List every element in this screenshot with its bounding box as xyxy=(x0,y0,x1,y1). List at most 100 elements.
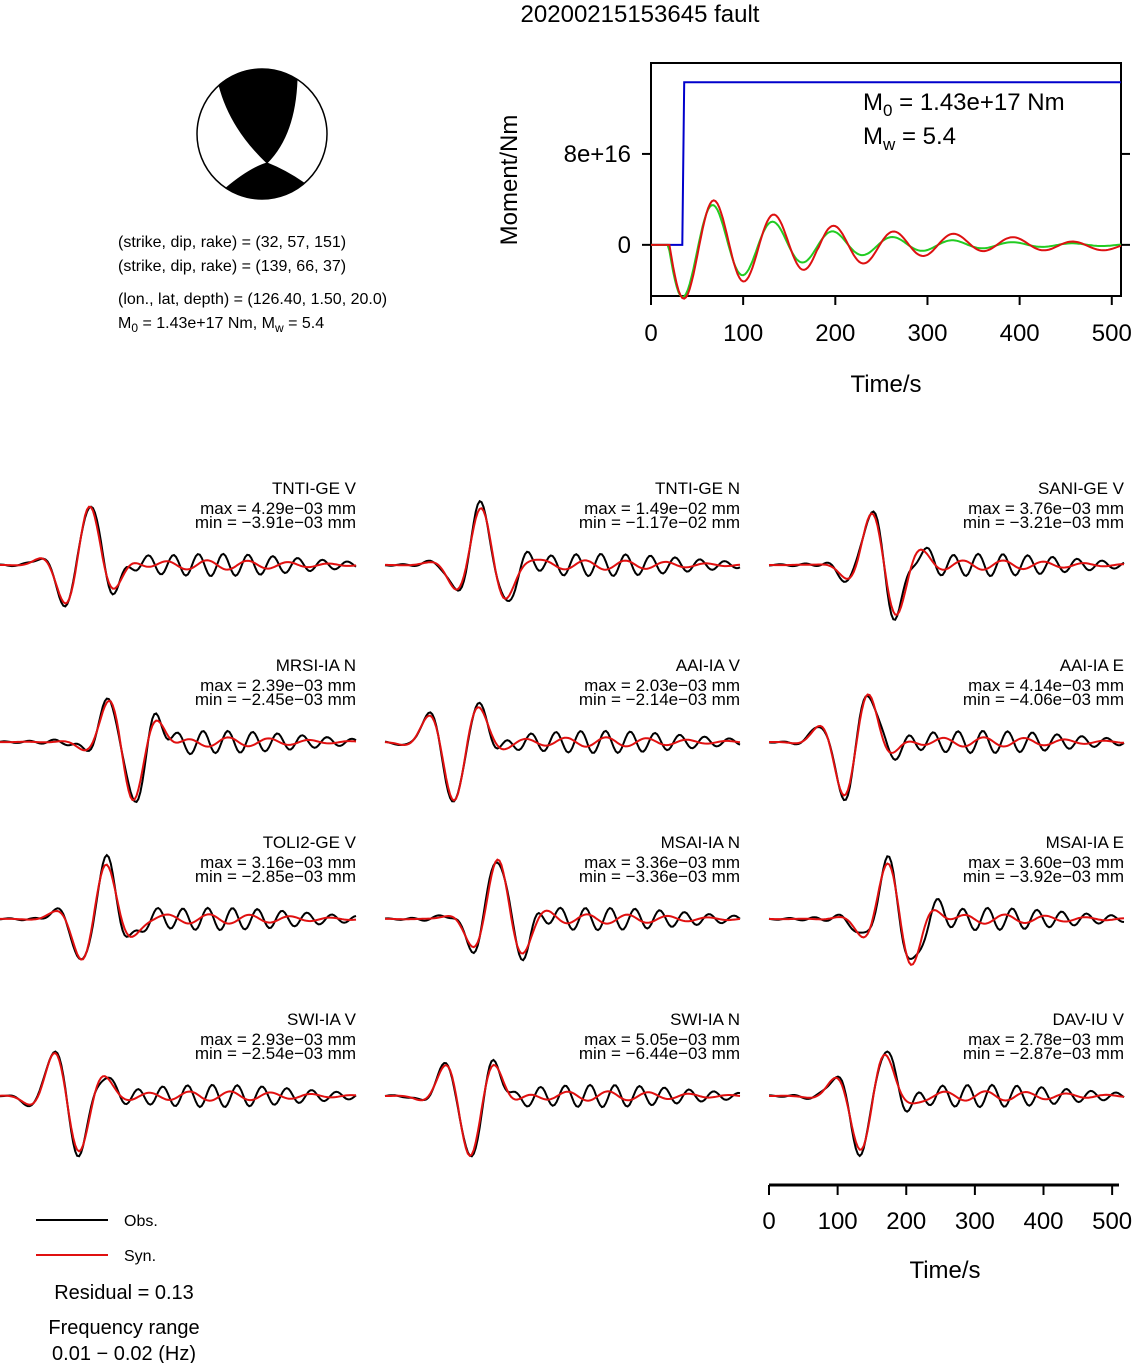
residual-text: Residual = 0.13 xyxy=(54,1282,194,1304)
synthetic-trace xyxy=(769,862,1125,966)
observed-trace xyxy=(768,855,1125,961)
moment-xtick-label: 500 xyxy=(1092,320,1132,347)
moment-xtick-label: 300 xyxy=(907,320,947,347)
synthetic-trace xyxy=(384,706,741,802)
synthetic-trace xyxy=(769,512,1124,616)
synthetic-trace xyxy=(0,505,357,605)
plane2-text: (strike, dip, rake) = (139, 66, 37) xyxy=(118,258,346,275)
wave-xtick-label: 200 xyxy=(886,1208,926,1235)
station-min: min = −2.87e−03 mm xyxy=(963,1044,1124,1063)
station-label: TNTI-GE N xyxy=(655,479,740,498)
observed-trace xyxy=(768,694,1125,802)
synthetic-trace xyxy=(0,1052,357,1153)
observed-trace xyxy=(384,701,741,803)
station-label: MSAI-IA E xyxy=(1046,833,1124,852)
magnitude-text: M0 = 1.43e+17 Nm, Mw = 5.4 xyxy=(118,315,324,335)
station-max: max = 3.16e−03 mm xyxy=(200,853,356,872)
wave-xlabel: Time/s xyxy=(909,1257,980,1284)
station-max: max = 4.29e−03 mm xyxy=(200,499,356,518)
synthetic-trace xyxy=(385,507,741,600)
station-max: max = 2.78e−03 mm xyxy=(968,1030,1124,1049)
moment-xtick-label: 0 xyxy=(644,320,657,347)
legend-syn-label: Syn. xyxy=(124,1248,156,1265)
synthetic-trace xyxy=(385,858,741,955)
station-max: max = 4.14e−03 mm xyxy=(968,676,1124,695)
observed-trace xyxy=(0,505,357,608)
legend: Obs. Syn. Residual = 0.13 Frequency rang… xyxy=(36,1213,200,1365)
mw-annotation: Mw = 5.4 xyxy=(863,123,956,154)
waveform-time-axis: Time/s 0 100 200 300 400 500 xyxy=(762,1183,1132,1284)
station-max: max = 2.39e−03 mm xyxy=(200,676,356,695)
synthetic-trace xyxy=(769,693,1125,797)
moment-xtick-label: 400 xyxy=(1000,320,1040,347)
station-min: min = −3.92e−03 mm xyxy=(963,867,1124,886)
moment-plot-frame xyxy=(650,62,1122,297)
station-label: AAI-IA E xyxy=(1060,656,1124,675)
station-label: SWI-IA N xyxy=(670,1010,740,1029)
station-max: max = 5.05e−03 mm xyxy=(584,1030,740,1049)
moment-xtick-label: 200 xyxy=(815,320,855,347)
station-label: TOLI2-GE V xyxy=(263,833,357,852)
moment-axis-ticks: 0 100 200 300 400 500 0 8e+16 xyxy=(564,141,1132,347)
beachball-compression-north xyxy=(218,68,298,164)
station-min: min = −2.85e−03 mm xyxy=(195,867,356,886)
station-min: min = −3.21e−03 mm xyxy=(963,513,1124,532)
moment-series-line xyxy=(651,81,1121,246)
moment-rate-red xyxy=(651,199,1122,300)
location-text: (lon., lat, depth) = (126.40, 1.50, 20.0… xyxy=(118,291,387,308)
freq-value: 0.01 − 0.02 (Hz) xyxy=(52,1343,196,1363)
station-max: max = 3.76e−03 mm xyxy=(968,499,1124,518)
station-label: TNTI-GE V xyxy=(272,479,357,498)
station-label: MRSI-IA N xyxy=(276,656,356,675)
station-label: SANI-GE V xyxy=(1038,479,1125,498)
synthetic-trace xyxy=(769,1053,1125,1151)
station-min: min = −6.44e−03 mm xyxy=(579,1044,740,1063)
observed-trace xyxy=(0,1050,357,1158)
station-min: min = −4.06e−03 mm xyxy=(963,690,1124,709)
wave-xtick-label: 300 xyxy=(955,1208,995,1235)
moment-rate-green xyxy=(651,204,1122,299)
moment-ytick-label: 0 xyxy=(618,232,631,259)
observed-trace xyxy=(768,510,1125,621)
synthetic-trace xyxy=(0,699,357,802)
station-label: DAV-IU V xyxy=(1053,1010,1125,1029)
observed-trace xyxy=(0,853,357,961)
legend-obs-label: Obs. xyxy=(124,1213,158,1230)
moment-ytick-label: 8e+16 xyxy=(564,141,631,168)
station-max: max = 2.93e−03 mm xyxy=(200,1030,356,1049)
synthetic-trace xyxy=(385,1063,741,1158)
station-label: MSAI-IA N xyxy=(661,833,740,852)
moment-curves xyxy=(651,81,1122,300)
freq-title: Frequency range xyxy=(48,1317,199,1339)
wave-xtick-label: 100 xyxy=(818,1208,858,1235)
mechanism-info: (strike, dip, rake) = (32, 57, 151) (str… xyxy=(118,234,387,335)
station-min: min = −2.54e−03 mm xyxy=(195,1044,356,1063)
beachball-compression-south xyxy=(225,162,305,200)
station-max: max = 1.49e−02 mm xyxy=(584,499,740,518)
beachball xyxy=(196,68,328,200)
observed-trace xyxy=(769,1050,1125,1158)
station-min: min = −2.14e−03 mm xyxy=(579,690,740,709)
station-min: min = −3.91e−03 mm xyxy=(195,513,356,532)
wave-xtick-label: 0 xyxy=(762,1208,775,1235)
station-min: min = −2.45e−03 mm xyxy=(195,690,356,709)
station-min: min = −1.17e−02 mm xyxy=(579,513,740,532)
observed-trace xyxy=(384,1058,741,1158)
station-label: AAI-IA V xyxy=(676,656,741,675)
m0-annotation: M0 = 1.43e+17 Nm xyxy=(863,89,1065,120)
wave-xtick-label: 500 xyxy=(1092,1208,1132,1235)
moment-ylabel: Moment/Nm xyxy=(496,115,523,246)
station-min: min = −3.36e−03 mm xyxy=(579,867,740,886)
wave-xtick-label: 400 xyxy=(1023,1208,1063,1235)
